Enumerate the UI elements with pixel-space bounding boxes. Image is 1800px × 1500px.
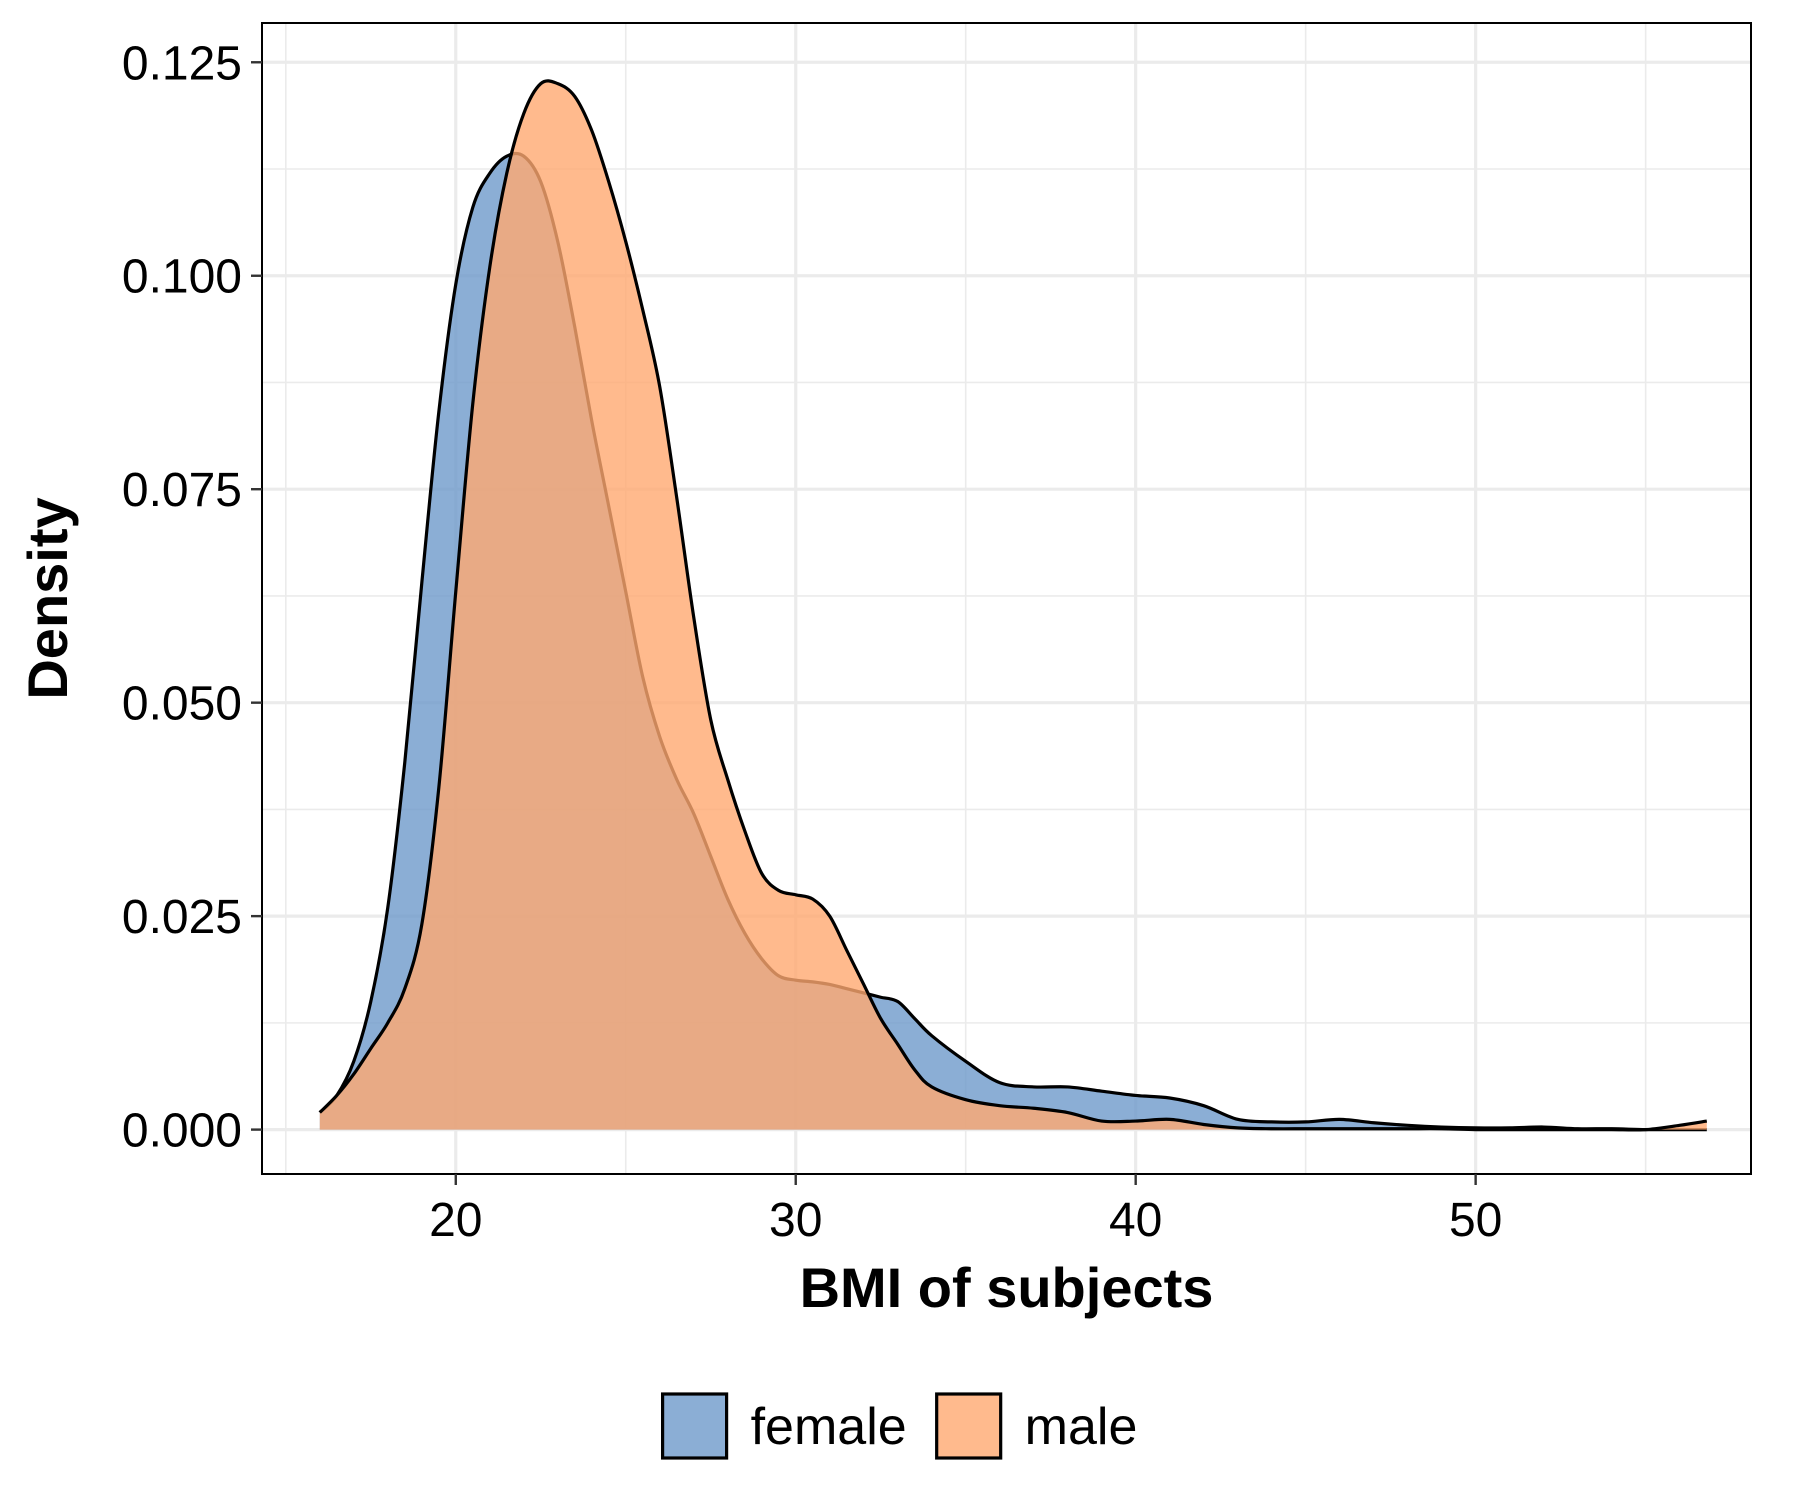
y-tick-label: 0.100 (122, 251, 242, 304)
legend: female male (661, 1392, 1138, 1460)
x-axis: 20 30 40 50 (429, 1174, 1502, 1247)
legend-item-female: female (661, 1392, 907, 1460)
density-area-male (319, 80, 1707, 1130)
legend-item-male: male (935, 1392, 1138, 1460)
x-tick-label: 50 (1449, 1194, 1502, 1247)
legend-key-female (661, 1392, 729, 1460)
x-tick-label: 20 (429, 1194, 482, 1247)
x-axis-title: BMI of subjects (800, 1256, 1214, 1319)
density-series-layer (318, 79, 1708, 1132)
x-tick-label: 30 (769, 1194, 822, 1247)
y-tick-label: 0.050 (122, 678, 242, 731)
y-tick-label: 0.000 (122, 1105, 242, 1158)
density-line-male (318, 79, 1708, 1132)
y-tick-label: 0.075 (122, 464, 242, 517)
y-tick-label: 0.125 (122, 37, 242, 90)
legend-label-female: female (751, 1398, 907, 1456)
y-tick-label: 0.025 (122, 891, 242, 944)
plot-panel-border (261, 22, 1752, 1175)
y-axis: 0.000 0.025 0.050 0.075 0.100 0.125 (122, 37, 262, 1158)
y-axis-title: Density (16, 497, 79, 699)
legend-label-male: male (1025, 1398, 1138, 1456)
x-tick-label: 40 (1109, 1194, 1162, 1247)
legend-key-male (935, 1392, 1003, 1460)
